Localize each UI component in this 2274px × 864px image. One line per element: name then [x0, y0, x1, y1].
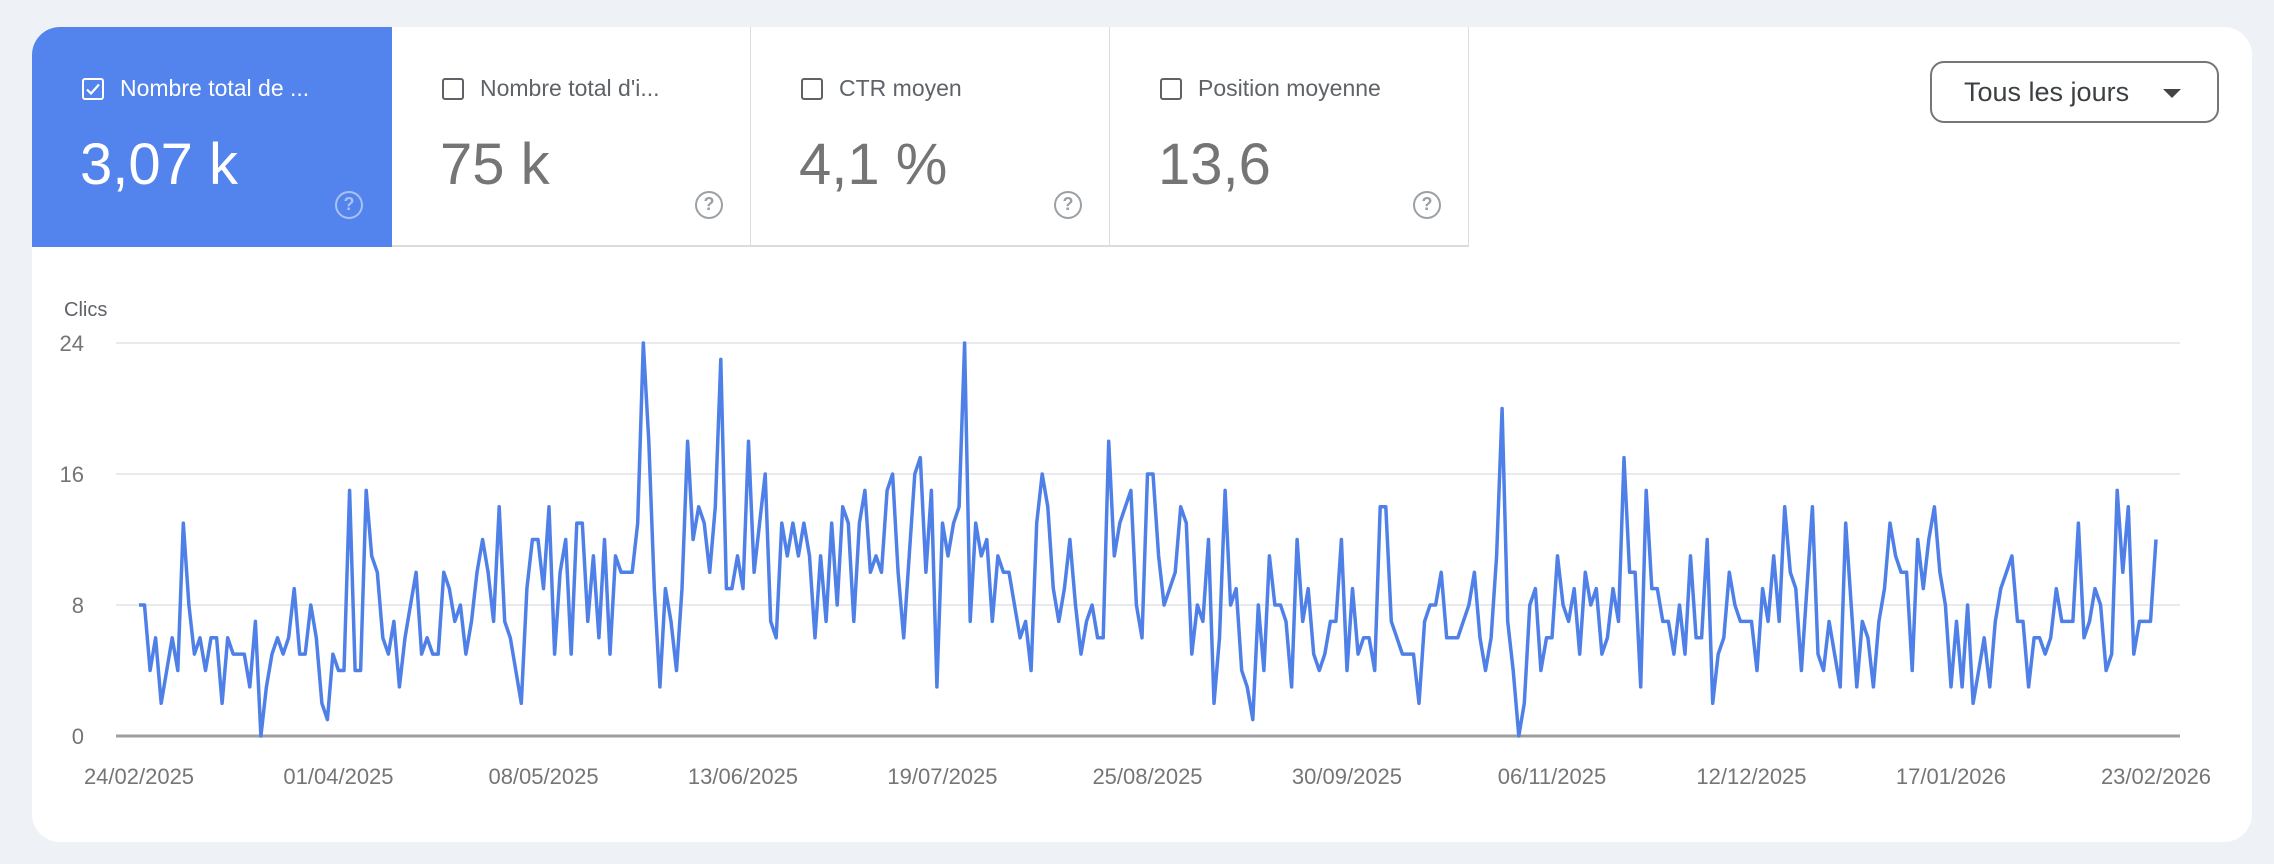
- x-tick-label: 13/06/2025: [688, 764, 798, 789]
- y-tick-label: 0: [72, 724, 84, 749]
- question-circle-icon[interactable]: ?: [335, 191, 363, 219]
- metric-value: 3,07 k: [80, 132, 238, 197]
- metric-tile-clicks[interactable]: Nombre total de ... 3,07 k ?: [32, 27, 392, 247]
- metric-value: 4,1 %: [799, 132, 948, 197]
- x-tick-label: 24/02/2025: [84, 764, 194, 789]
- x-tick-label: 12/12/2025: [1696, 764, 1806, 789]
- question-circle-icon[interactable]: ?: [1413, 191, 1441, 219]
- x-tick-label: 19/07/2025: [887, 764, 997, 789]
- metric-value: 13,6: [1158, 132, 1271, 197]
- y-tick-label: 24: [60, 331, 84, 356]
- checkbox-icon[interactable]: [1160, 78, 1182, 100]
- granularity-dropdown[interactable]: Tous les jours: [1930, 61, 2219, 123]
- x-tick-label: 25/08/2025: [1092, 764, 1202, 789]
- metric-tile-impressions[interactable]: Nombre total d'i... 75 k ?: [392, 27, 751, 247]
- question-circle-icon[interactable]: ?: [1054, 191, 1082, 219]
- metric-label: CTR moyen: [839, 75, 962, 101]
- x-tick-label: 17/01/2026: [1896, 764, 2006, 789]
- performance-card: Nombre total de ... 3,07 k ? Nombre tota…: [32, 27, 2252, 842]
- metric-label: Position moyenne: [1198, 75, 1381, 101]
- checkbox-icon[interactable]: [801, 78, 823, 100]
- clicks-chart: Clics 0 8 16 24 24/02/2025 01/04/2025 08/05/2…: [60, 299, 2212, 789]
- metric-tile-ctr[interactable]: CTR moyen 4,1 % ?: [751, 27, 1110, 247]
- caret-down-icon: [2163, 89, 2181, 98]
- metric-label: Nombre total de ...: [120, 75, 310, 101]
- x-tick-label: 06/11/2025: [1498, 764, 1606, 789]
- dropdown-selected: Tous les jours: [1964, 76, 2130, 107]
- x-tick-label: 30/09/2025: [1292, 764, 1402, 789]
- y-axis-title: Clics: [64, 299, 107, 321]
- y-tick-label: 16: [60, 462, 84, 487]
- metric-tiles: Nombre total de ... 3,07 k ? Nombre tota…: [32, 27, 1469, 248]
- y-tick-label: 8: [72, 593, 84, 618]
- checkbox-checked-icon[interactable]: [82, 78, 104, 100]
- x-tick-label: 08/05/2025: [488, 764, 598, 789]
- series-line-clicks: [139, 341, 2158, 738]
- metric-value: 75 k: [440, 132, 550, 197]
- x-tick-label: 01/04/2025: [283, 764, 393, 789]
- question-circle-icon[interactable]: ?: [695, 191, 723, 219]
- metric-label: Nombre total d'i...: [480, 75, 660, 101]
- checkbox-icon[interactable]: [442, 78, 464, 100]
- x-tick-label: 23/02/2026: [2101, 764, 2211, 789]
- metric-tile-position[interactable]: Position moyenne 13,6 ?: [1110, 27, 1469, 247]
